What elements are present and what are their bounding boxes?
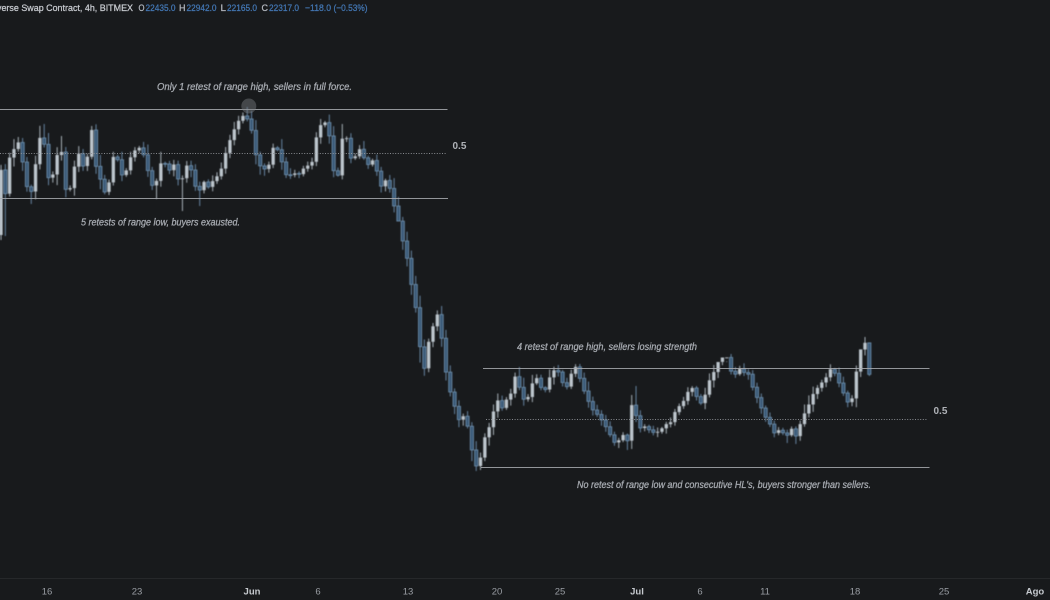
svg-text:25: 25 — [555, 586, 566, 597]
svg-text:13: 13 — [403, 586, 414, 597]
svg-text:22317.0: 22317.0 — [269, 3, 299, 14]
svg-text:(−0.53%): (−0.53%) — [334, 3, 368, 14]
svg-text:4 retest of range high, seller: 4 retest of range high, sellers losing s… — [517, 342, 697, 353]
svg-text:0.5: 0.5 — [934, 406, 948, 417]
svg-text:11: 11 — [760, 586, 770, 597]
svg-text:Jul: Jul — [630, 586, 644, 597]
svg-text:L: L — [221, 3, 227, 14]
svg-text:verse Swap Contract, 4h, BITME: verse Swap Contract, 4h, BITMEX — [0, 3, 134, 14]
svg-text:H: H — [179, 3, 186, 14]
svg-text:Jun: Jun — [244, 586, 261, 597]
svg-text:6: 6 — [697, 586, 702, 597]
svg-text:C: C — [262, 3, 269, 14]
svg-text:−118.0: −118.0 — [305, 3, 331, 14]
svg-text:22942.0: 22942.0 — [187, 3, 217, 14]
svg-text:5 retests of range low, buyers: 5 retests of range low, buyers exausted. — [81, 217, 240, 228]
svg-text:Ago: Ago — [1026, 586, 1045, 597]
svg-text:No retest of range low and con: No retest of range low and consecutive H… — [577, 480, 871, 491]
svg-text:18: 18 — [850, 586, 861, 597]
svg-text:0.5: 0.5 — [453, 141, 467, 152]
svg-text:O: O — [139, 3, 145, 14]
svg-text:22435.0: 22435.0 — [146, 3, 176, 14]
svg-text:6: 6 — [315, 586, 320, 597]
svg-text:20: 20 — [492, 586, 503, 597]
svg-text:25: 25 — [939, 586, 950, 597]
svg-text:23: 23 — [132, 586, 143, 597]
svg-text:22165.0: 22165.0 — [227, 3, 257, 14]
svg-text:16: 16 — [42, 586, 53, 597]
svg-text:Only 1 retest of range high, s: Only 1 retest of range high, sellers in … — [157, 82, 352, 93]
